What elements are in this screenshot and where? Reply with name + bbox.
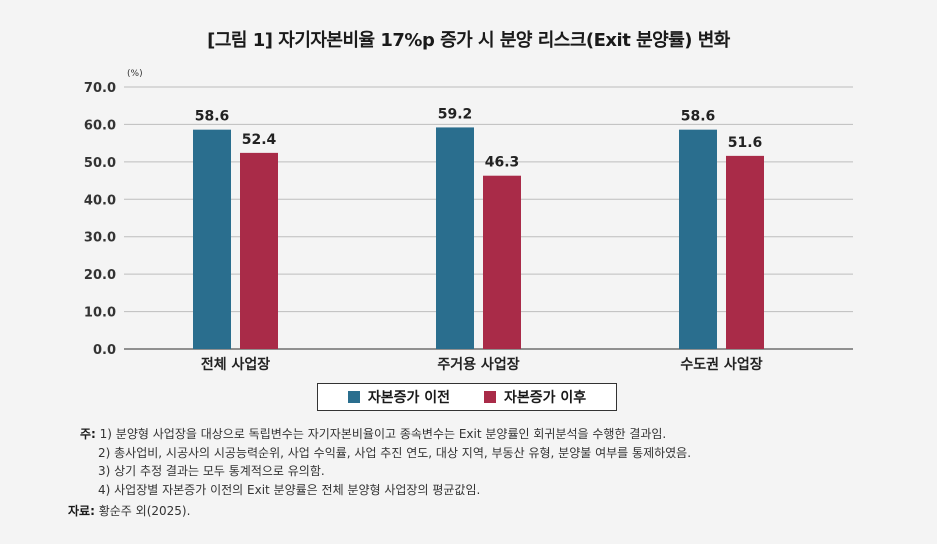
data-label: 51.6 (728, 135, 763, 151)
y-unit-label: (%) (127, 69, 143, 79)
bar-after (240, 152, 278, 349)
y-tick-label: 40.0 (84, 193, 116, 208)
legend-label-after: 자본증가 이후 (504, 390, 587, 406)
footnote-text-1: 1) 분양형 사업장을 대상으로 독립변수는 자기자본비율이고 종속변수는 Ex… (99, 427, 667, 441)
x-category-label: 수도권 사업장 (680, 356, 762, 373)
y-tick-label: 60.0 (84, 118, 116, 133)
legend-label-before: 자본증가 이전 (367, 390, 450, 406)
source-line: 자료: 황순주 외(2025). (68, 502, 190, 519)
y-tick-label: 70.0 (84, 81, 116, 96)
data-label: 58.6 (681, 109, 716, 125)
y-tick-label: 0.0 (93, 343, 116, 358)
footnote-1: 주: 1) 분양형 사업장을 대상으로 독립변수는 자기자본비율이고 종속변수는… (68, 425, 908, 444)
footnote-4: 4) 사업장별 자본증가 이전의 Exit 분양률은 전체 분양형 사업장의 평… (98, 482, 481, 497)
bar-after (726, 155, 764, 349)
footnote-prefix: 주: (80, 427, 96, 441)
source-label: 자료: (68, 504, 95, 518)
data-label: 46.3 (485, 155, 520, 171)
legend-item-after: 자본증가 이후 (484, 387, 586, 407)
data-label: 58.6 (195, 109, 230, 125)
y-tick-label: 50.0 (84, 156, 116, 171)
bar-before (193, 129, 231, 349)
bar-after (483, 175, 521, 349)
footnote-3: 3) 상기 추정 결과는 모두 통계적으로 유의함. (98, 464, 325, 478)
bar-before (436, 127, 474, 350)
legend: 자본증가 이전 자본증가 이후 (317, 383, 617, 411)
data-label: 52.4 (242, 132, 277, 148)
footnote-2: 2) 총사업비, 시공사의 시공능력순위, 사업 수익률, 사업 추진 연도, … (98, 445, 692, 460)
y-tick-label: 30.0 (84, 231, 116, 246)
legend-swatch-before (347, 391, 360, 403)
footnotes: 주: 1) 분양형 사업장을 대상으로 독립변수는 자기자본비율이고 종속변수는… (68, 425, 908, 499)
x-category-label: 전체 사업장 (201, 356, 270, 373)
source-text: 황순주 외(2025). (98, 504, 191, 518)
y-tick-label: 10.0 (84, 306, 116, 321)
x-category-label: 주거용 사업장 (437, 356, 519, 373)
data-label: 59.2 (438, 106, 473, 122)
legend-swatch-after (484, 391, 496, 403)
chart-title: [그림 1] 자기자본비율 17%p 증가 시 분양 리스크(Exit 분양률)… (207, 30, 730, 51)
bar-before (679, 129, 717, 349)
y-tick-label: 20.0 (84, 268, 116, 283)
legend-item-before: 자본증가 이전 (347, 387, 450, 407)
bar-chart: 0.0 10.0 20.0 30.0 40.0 50.0 60.0 70.0 (%) 58.6 52… (84, 69, 853, 373)
